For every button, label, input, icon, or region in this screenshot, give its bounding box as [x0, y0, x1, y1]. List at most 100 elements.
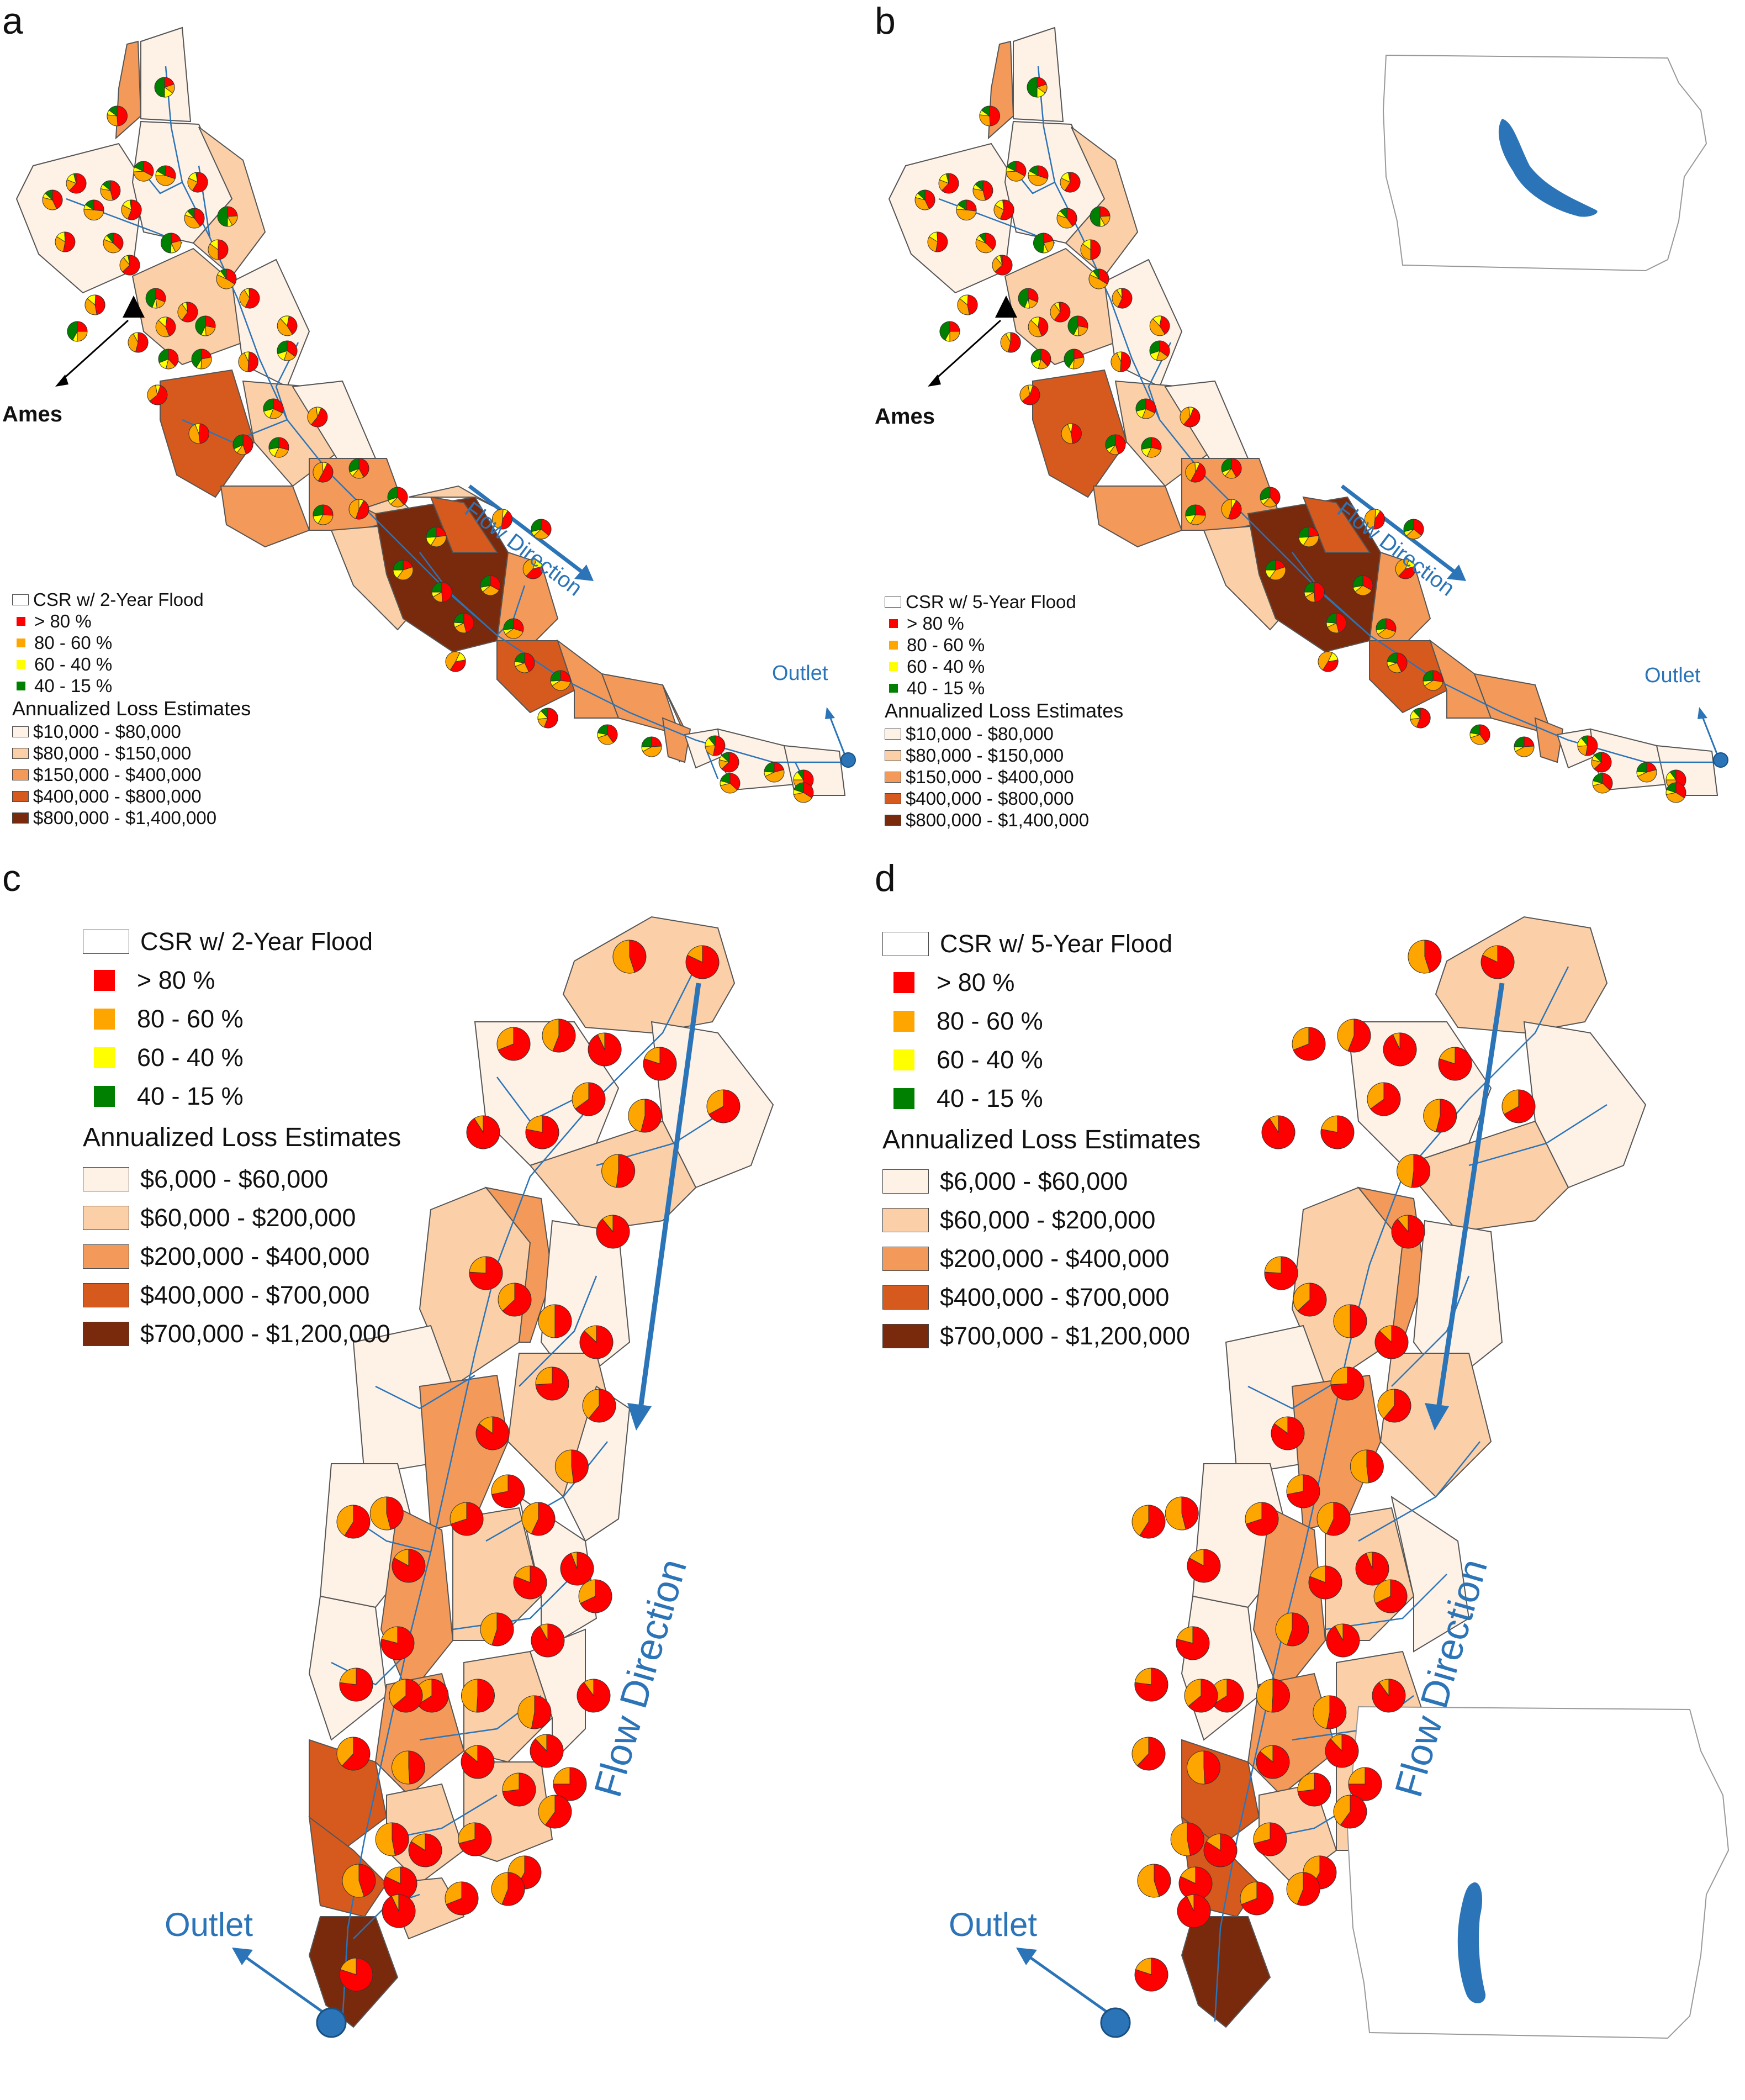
pie-slice [1006, 171, 1025, 182]
pie-slice [245, 288, 260, 309]
pie-slice [1265, 560, 1276, 571]
pie-slice [1482, 945, 1498, 963]
pie-slice [209, 239, 219, 250]
pie-slice [1137, 1864, 1160, 1898]
pie-slice [239, 289, 250, 308]
pie-slice [1432, 670, 1443, 682]
legend-loss-item: $800,000 - $1,400,000 [12, 807, 251, 829]
pie-slice [1241, 1881, 1274, 1916]
city-label-ames: Ames [2, 402, 62, 426]
color-swatch [83, 1322, 129, 1346]
pie-slice [1116, 351, 1122, 362]
pie-slice [1185, 504, 1196, 516]
map-legend: CSR w/ 5-Year Flood > 80 % 80 - 60 % 60 … [885, 591, 1123, 831]
pie-slice [521, 1502, 539, 1534]
pie-slice [1375, 1579, 1408, 1613]
pie-slice [503, 618, 514, 630]
watershed-map [232, 916, 774, 2038]
pie-slice [218, 239, 229, 260]
pie-slice [1022, 384, 1040, 405]
map-legend: CSR w/ 5-Year Flood > 80 % 80 - 60 % 60 … [882, 925, 1201, 1355]
color-swatch [882, 1247, 929, 1271]
pie-slice [1330, 1734, 1342, 1752]
pie-slice [1184, 1679, 1202, 1707]
pie-slice [1180, 1866, 1196, 1884]
pie-slice [1269, 566, 1286, 581]
pie-slice [1330, 1366, 1348, 1385]
pie-slice [205, 315, 216, 328]
pie-slice [531, 1502, 556, 1536]
pie-slice [177, 303, 188, 321]
legend-loss-item: $6,000 - $60,000 [882, 1162, 1201, 1201]
pie-slice [1221, 499, 1232, 519]
legend-csr-item: 60 - 40 % [882, 1041, 1201, 1079]
pie-slice [554, 1449, 574, 1484]
pie-slice [195, 315, 206, 335]
pie-slice [1395, 558, 1410, 577]
pie-slice [532, 559, 543, 569]
pie-slice [1131, 1505, 1149, 1536]
color-swatch [893, 1011, 914, 1032]
pie-slice [957, 298, 970, 315]
pie-slice [1115, 434, 1126, 455]
pie-slice [155, 384, 161, 396]
pie-slice [1206, 1833, 1221, 1851]
pie-slice [1056, 214, 1074, 229]
pie-slice [94, 294, 105, 315]
pie-slice [216, 274, 235, 289]
color-swatch [12, 769, 29, 780]
pie-slice [713, 735, 726, 756]
pie-slice [1066, 208, 1077, 227]
pie-slice [1185, 462, 1196, 482]
pie-slice [1411, 1154, 1431, 1188]
pie-slice [1367, 1082, 1384, 1110]
pie-slice [1286, 1474, 1304, 1495]
outline-swatch [885, 596, 901, 608]
pie-slice [387, 487, 398, 501]
pie-slice [629, 940, 647, 973]
pie-slice [1297, 1872, 1320, 1906]
pie-slice [147, 384, 158, 402]
legend-loss-item: $60,000 - $200,000 [83, 1199, 401, 1237]
pie-slice [188, 424, 200, 444]
pie-slice [417, 1679, 449, 1713]
pie-slice [1350, 1304, 1367, 1338]
pie-slice [341, 1737, 371, 1771]
pie-slice [924, 189, 935, 209]
pie-slice [1469, 724, 1480, 735]
pie-slice [263, 398, 274, 412]
pie-slice [1334, 1623, 1344, 1641]
map-legend: CSR w/ 2-Year Flood > 80 % 80 - 60 % 60 … [83, 922, 401, 1353]
pie-slice [1149, 340, 1160, 355]
legend-csr-title: CSR w/ 5-Year Flood [885, 591, 1123, 613]
pie-slice [1309, 1565, 1326, 1583]
pie-slice [165, 316, 176, 337]
pie-slice [119, 257, 130, 273]
pie-slice [1151, 437, 1162, 451]
pie-slice [1112, 289, 1123, 308]
panel-b: b [872, 0, 1745, 856]
pie-slice [461, 1679, 478, 1713]
pie-slice [543, 708, 558, 729]
pie-slice [313, 504, 324, 516]
pie-slice [344, 1505, 371, 1539]
pie-slice [100, 188, 114, 201]
csr-pie-charts [914, 77, 1686, 803]
pie-slice [279, 315, 289, 327]
pie-slice [1403, 519, 1414, 532]
pie-slice [369, 1496, 392, 1531]
pie-slice [1245, 1502, 1262, 1524]
pie-slice [794, 782, 804, 793]
pie-slice [1318, 651, 1333, 671]
outlet-marker [1016, 1948, 1131, 2038]
pie-slice [502, 1772, 520, 1792]
pie-slice [232, 434, 244, 450]
pie-slice [107, 114, 118, 126]
pie-slice [1366, 1552, 1373, 1569]
legend-csr-item: 60 - 40 % [83, 1038, 401, 1077]
pie-slice [392, 1822, 409, 1856]
color-swatch [885, 814, 901, 826]
pie-slice [134, 161, 144, 172]
pie-slice [975, 239, 993, 254]
legend-csr-item: 80 - 60 % [882, 1002, 1201, 1041]
